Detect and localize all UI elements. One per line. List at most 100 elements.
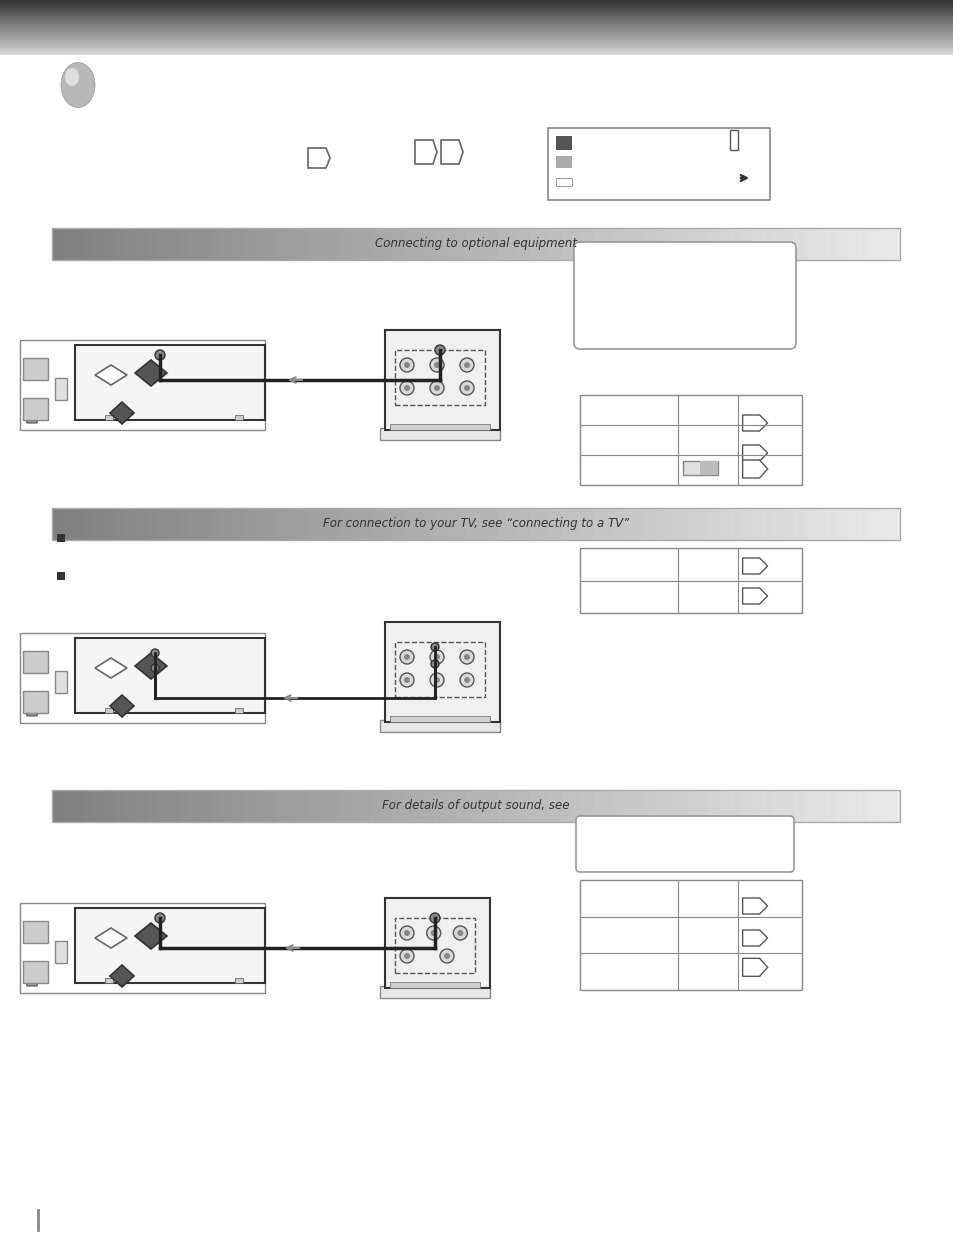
Bar	[105, 708, 112, 713]
Polygon shape	[95, 927, 127, 948]
Bar	[234, 415, 243, 420]
FancyBboxPatch shape	[75, 345, 265, 420]
Bar	[105, 978, 112, 983]
Bar	[547, 128, 769, 200]
Polygon shape	[440, 140, 462, 164]
Polygon shape	[110, 403, 133, 424]
Circle shape	[430, 913, 439, 923]
Polygon shape	[741, 898, 767, 914]
Bar	[23, 921, 48, 944]
Circle shape	[434, 385, 439, 391]
Polygon shape	[135, 923, 167, 948]
Circle shape	[399, 673, 414, 687]
Circle shape	[459, 650, 474, 664]
Polygon shape	[741, 588, 767, 604]
Polygon shape	[135, 359, 167, 387]
Bar	[579, 881, 801, 990]
Bar	[52, 790, 899, 823]
Circle shape	[430, 382, 443, 395]
Polygon shape	[135, 653, 167, 679]
Circle shape	[463, 362, 470, 368]
Circle shape	[456, 930, 463, 936]
Bar	[729, 130, 738, 149]
Circle shape	[403, 930, 410, 936]
Bar	[105, 415, 112, 420]
Bar	[23, 398, 48, 420]
Circle shape	[403, 385, 410, 391]
Polygon shape	[95, 658, 127, 678]
Bar	[390, 716, 490, 722]
Bar	[379, 986, 490, 998]
Bar	[52, 228, 899, 261]
Circle shape	[403, 362, 410, 368]
FancyBboxPatch shape	[576, 816, 793, 872]
Bar	[395, 918, 475, 973]
Polygon shape	[110, 695, 133, 718]
Text: For connection to your TV, see “connecting to a TV”: For connection to your TV, see “connecti…	[322, 517, 628, 531]
Bar	[395, 350, 484, 405]
Bar	[379, 720, 499, 732]
Polygon shape	[415, 140, 436, 164]
Bar	[395, 642, 484, 697]
Bar	[682, 461, 717, 475]
Bar	[234, 708, 243, 713]
Circle shape	[459, 358, 474, 372]
Circle shape	[403, 655, 410, 659]
Polygon shape	[741, 459, 767, 478]
Circle shape	[434, 362, 439, 368]
Bar	[23, 358, 48, 380]
Circle shape	[430, 650, 443, 664]
Circle shape	[459, 382, 474, 395]
Polygon shape	[95, 366, 127, 385]
Bar	[20, 634, 265, 722]
Circle shape	[399, 382, 414, 395]
Circle shape	[453, 926, 467, 940]
Bar	[556, 156, 572, 168]
Circle shape	[403, 953, 410, 960]
Bar	[234, 978, 243, 983]
Bar	[379, 429, 499, 440]
FancyBboxPatch shape	[385, 330, 499, 430]
Bar	[57, 534, 65, 542]
Polygon shape	[741, 930, 767, 946]
Bar	[390, 424, 490, 430]
FancyBboxPatch shape	[385, 898, 490, 988]
Bar	[23, 651, 48, 673]
Circle shape	[443, 953, 450, 960]
Bar	[556, 178, 572, 186]
Bar	[699, 461, 717, 475]
Polygon shape	[741, 445, 767, 461]
Circle shape	[439, 948, 454, 963]
Polygon shape	[741, 958, 767, 977]
Circle shape	[154, 913, 165, 923]
Circle shape	[399, 650, 414, 664]
Bar	[556, 136, 572, 149]
Text: Connecting to optional equipment: Connecting to optional equipment	[375, 237, 577, 251]
Circle shape	[403, 677, 410, 683]
Ellipse shape	[65, 68, 79, 86]
Bar	[23, 692, 48, 713]
Circle shape	[434, 677, 439, 683]
Circle shape	[151, 664, 159, 672]
Polygon shape	[741, 558, 767, 574]
Circle shape	[399, 358, 414, 372]
Polygon shape	[25, 969, 39, 986]
Polygon shape	[308, 148, 330, 168]
Circle shape	[154, 350, 165, 359]
Bar	[55, 378, 67, 400]
Circle shape	[151, 650, 159, 657]
Bar	[52, 508, 899, 540]
Bar	[55, 941, 67, 963]
FancyBboxPatch shape	[75, 908, 265, 983]
Circle shape	[431, 659, 438, 668]
Bar	[55, 671, 67, 693]
Circle shape	[463, 385, 470, 391]
Ellipse shape	[61, 63, 95, 107]
Text: For details of output sound, see: For details of output sound, see	[382, 799, 569, 813]
Circle shape	[430, 930, 436, 936]
Circle shape	[459, 673, 474, 687]
Circle shape	[399, 926, 414, 940]
Polygon shape	[25, 408, 39, 424]
Circle shape	[431, 643, 438, 651]
FancyBboxPatch shape	[75, 638, 265, 713]
